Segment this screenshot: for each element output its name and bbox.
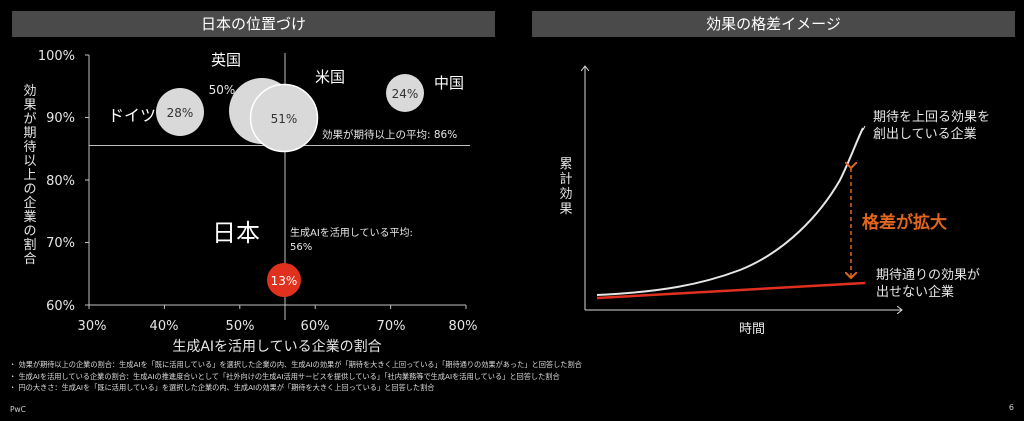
- svg-text:80%: 80%: [46, 174, 75, 189]
- series-exceeding-label-2: 創出している企業: [873, 126, 977, 142]
- gap-line-chart: 累 計 効 果 時間 格差が拡大 期待を上回る効果を 創出している企業 期待通り…: [559, 0, 990, 337]
- series-as-expected-label-1: 期待通りの効果が: [876, 268, 980, 283]
- avg-usage-label-2: 56%: [290, 242, 312, 253]
- svg-text:50%: 50%: [226, 319, 255, 334]
- svg-text:累: 累: [559, 157, 572, 172]
- svg-text:24%: 24%: [392, 87, 419, 101]
- page-number: 6: [1008, 403, 1014, 412]
- y-tick-labels: 100% 90% 80% 70% 60%: [38, 49, 75, 314]
- svg-text:合: 合: [23, 252, 36, 267]
- svg-text:果: 果: [23, 98, 36, 113]
- callout-line: [862, 125, 866, 131]
- series-exceeding: [596, 127, 864, 296]
- bubble-china: 24% 中国: [386, 74, 464, 112]
- svg-text:日本: 日本: [212, 219, 260, 247]
- y-axis-label: 累 計 効 果: [559, 157, 572, 217]
- svg-text:40%: 40%: [150, 319, 179, 334]
- svg-text:米国: 米国: [315, 68, 345, 86]
- bubble-japan: 13% 日本: [212, 219, 301, 297]
- svg-text:ドイツ: ドイツ: [108, 106, 156, 125]
- svg-text:業: 業: [23, 209, 36, 225]
- svg-text:効: 効: [23, 84, 36, 99]
- svg-text:以: 以: [23, 154, 36, 169]
- svg-text:70%: 70%: [377, 319, 406, 334]
- svg-text:51%: 51%: [271, 112, 298, 126]
- x-axis-label: 生成AIを活用している企業の割合: [172, 338, 381, 355]
- svg-text:60%: 60%: [301, 319, 330, 334]
- svg-text:が: が: [23, 112, 36, 127]
- svg-text:30%: 30%: [78, 319, 107, 334]
- x-axis-label: 時間: [739, 322, 765, 337]
- bubble-germany: 28% ドイツ: [108, 88, 204, 136]
- series-as-expected: [596, 281, 866, 300]
- svg-text:待: 待: [23, 140, 36, 155]
- footnote: ・ 生成AIを活用している企業の割合：生成AIの推進度合いとして「社外向けの生成…: [9, 371, 560, 381]
- footnote: ・ 効果が期待以上の企業の割合：生成AIを「既に活用している」を選択した企業の内…: [9, 360, 582, 369]
- svg-text:90%: 90%: [46, 111, 75, 126]
- series-as-expected-label-2: 出せない企業: [876, 284, 954, 300]
- svg-text:13%: 13%: [271, 274, 298, 288]
- svg-text:100%: 100%: [38, 49, 75, 64]
- footer-brand: PwC: [10, 405, 26, 414]
- svg-text:上: 上: [23, 168, 36, 183]
- right-panel-title: 効果の格差イメージ: [532, 11, 1015, 37]
- svg-text:期: 期: [23, 126, 36, 141]
- svg-text:50%: 50%: [209, 83, 236, 97]
- bubble-us: 51% 米国: [249, 68, 345, 153]
- svg-text:28%: 28%: [167, 106, 194, 120]
- svg-text:果: 果: [559, 202, 572, 217]
- footnote: ・ 円の大きさ：生成AIを「既に活用している」を選択した企業の内、生成AIの効果…: [9, 383, 435, 392]
- x-tick-labels: 30% 40% 50% 60% 70% 80%: [78, 319, 478, 334]
- avg-usage-label-1: 生成AIを活用している平均:: [290, 226, 413, 239]
- svg-text:中国: 中国: [434, 74, 464, 92]
- svg-text:の: の: [23, 182, 36, 197]
- gap-annotation: 格差が拡大: [862, 212, 947, 233]
- bubble-chart: 効 果 が 期 待 以 上 の 企 業 の 割 合 100% 90% 80% 7…: [23, 49, 478, 355]
- footnotes: ・ 効果が期待以上の企業の割合：生成AIを「既に活用している」を選択した企業の内…: [9, 359, 582, 394]
- svg-text:割: 割: [23, 237, 36, 253]
- avg-effect-label: 効果が期待以上の平均: 86%: [322, 128, 457, 141]
- left-panel-title: 日本の位置づけ: [12, 11, 495, 37]
- svg-text:効: 効: [559, 187, 572, 202]
- svg-text:計: 計: [559, 171, 572, 187]
- svg-text:60%: 60%: [46, 299, 75, 314]
- svg-text:英国: 英国: [211, 51, 241, 69]
- svg-text:70%: 70%: [46, 236, 75, 251]
- svg-text:企: 企: [23, 195, 36, 211]
- y-axis-label: 効 果 が 期 待 以 上 の 企 業 の 割 合: [23, 84, 36, 267]
- svg-text:80%: 80%: [449, 319, 478, 334]
- series-exceeding-label-1: 期待を上回る効果を: [873, 110, 990, 125]
- svg-text:の: の: [23, 224, 36, 239]
